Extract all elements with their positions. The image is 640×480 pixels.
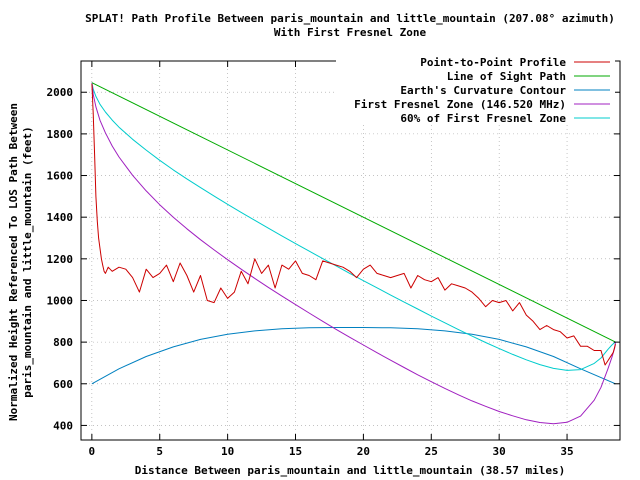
x-tick-label: 30 (493, 445, 506, 458)
series-layer (91, 82, 616, 425)
x-tick-label: 20 (357, 445, 370, 458)
tick-layer: 0 5 10 15 20 25 30 35 400 600 800 1000 1200 1400 1600 1… (47, 61, 620, 458)
series-line-3 (91, 82, 616, 425)
x-tick-label: 15 (289, 445, 302, 458)
series-line-4 (91, 82, 616, 371)
legend-entry-label: 60% of First Fresnel Zone (400, 112, 566, 125)
y-axis-label-line1: Normalized Height Referenced To LOS Path… (7, 103, 20, 421)
legend-entry-label: Line of Sight Path (447, 70, 566, 83)
x-tick-label: 10 (221, 445, 234, 458)
legend-entry-label: Earth's Curvature Contour (400, 84, 566, 97)
series-line-0 (91, 83, 616, 366)
y-tick-label: 1000 (47, 294, 74, 307)
legend-background (336, 54, 615, 124)
y-tick-label: 1600 (47, 170, 74, 183)
x-tick-label: 35 (560, 445, 573, 458)
x-axis-label: Distance Between paris_mountain and litt… (135, 464, 565, 477)
y-tick-label: 1200 (47, 253, 74, 266)
y-tick-label: 1400 (47, 211, 74, 224)
series-line-2 (91, 327, 616, 385)
x-tick-label: 0 (89, 445, 96, 458)
chart-title-line1: SPLAT! Path Profile Between paris_mounta… (85, 12, 615, 25)
x-tick-label: 5 (156, 445, 163, 458)
y-tick-label: 2000 (47, 86, 74, 99)
x-tick-label: 25 (425, 445, 438, 458)
y-tick-label: 1800 (47, 128, 74, 141)
y-tick-label: 600 (53, 378, 73, 391)
series-line-1 (91, 82, 616, 343)
legend-entry-label: Point-to-Point Profile (420, 56, 566, 69)
y-tick-label: 800 (53, 336, 73, 349)
y-axis-label-line2: paris_mountain and little_mountain (feet… (21, 126, 34, 398)
legend-entry-label: First Fresnel Zone (146.520 MHz) (354, 98, 566, 111)
chart-title-line2: With First Fresnel Zone (274, 26, 427, 39)
y-tick-label: 400 (53, 419, 73, 432)
